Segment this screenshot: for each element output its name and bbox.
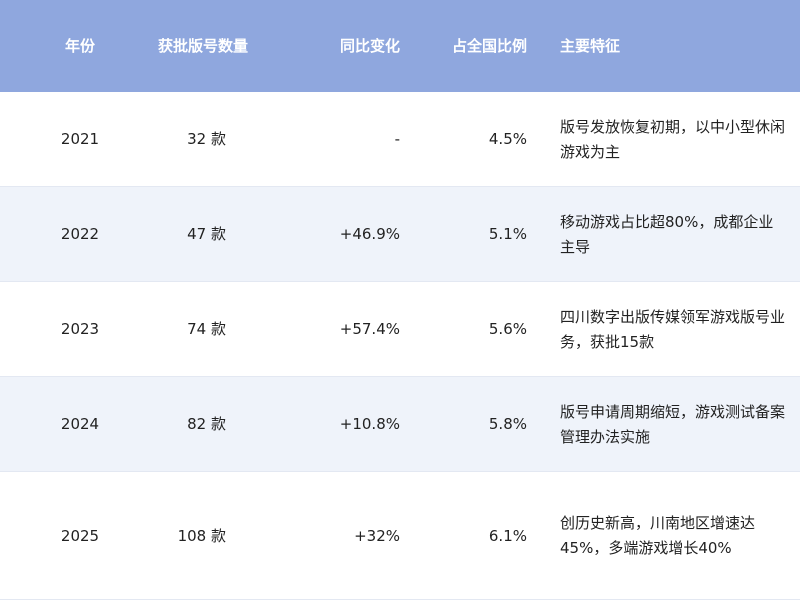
- table-cell: +32%: [354, 526, 400, 545]
- header-cell: 主要特征: [560, 36, 621, 55]
- table-cell: 移动游戏占比超80%，成都企业主导: [560, 212, 774, 256]
- table-cell: +46.9%: [339, 225, 400, 243]
- table-cell: 74 款: [187, 320, 226, 338]
- header-cell: 年份: [64, 36, 95, 55]
- table-row: [0, 92, 800, 187]
- table-cell: 2024: [60, 415, 100, 433]
- header-cell: 同比变化: [339, 36, 400, 55]
- table-cell: 2023: [60, 320, 100, 338]
- table-cell: 版号发放恢复初期，以中小型休闲游戏为主: [560, 117, 786, 161]
- table-row: [0, 282, 800, 377]
- table-cell: 108 款: [177, 526, 226, 545]
- header-cell: 占全国比例: [451, 36, 527, 55]
- table-cell: 6.1%: [488, 526, 527, 545]
- table-cell: 版号申请周期缩短，游戏测试备案管理办法实施: [560, 402, 786, 446]
- table-cell: +57.4%: [339, 320, 400, 338]
- table-cell: 2022: [60, 225, 100, 243]
- table-cell: 5.6%: [488, 320, 527, 338]
- table-cell: 4.5%: [488, 130, 527, 148]
- table-cell: 47 款: [187, 225, 226, 243]
- table-cell: 2025: [60, 526, 100, 545]
- table-cell: 创历史新高，川南地区增速达45%，多端游戏增长40%: [560, 514, 756, 557]
- header-cell: 获批版号数量: [157, 36, 248, 55]
- table-cell: 2021: [60, 130, 100, 148]
- table-row: [0, 377, 800, 472]
- table-cell: 5.1%: [488, 225, 527, 243]
- table-cell: -: [394, 130, 400, 148]
- table-cell: 32 款: [187, 130, 226, 148]
- table-header: [0, 0, 800, 92]
- table-cell: 四川数字出版传媒领军游戏版号业务，获批15款: [560, 307, 786, 351]
- table-row: [0, 187, 800, 282]
- table-cell: 5.8%: [488, 415, 527, 433]
- table-cell: +10.8%: [339, 415, 400, 433]
- table-cell: 82 款: [187, 415, 226, 433]
